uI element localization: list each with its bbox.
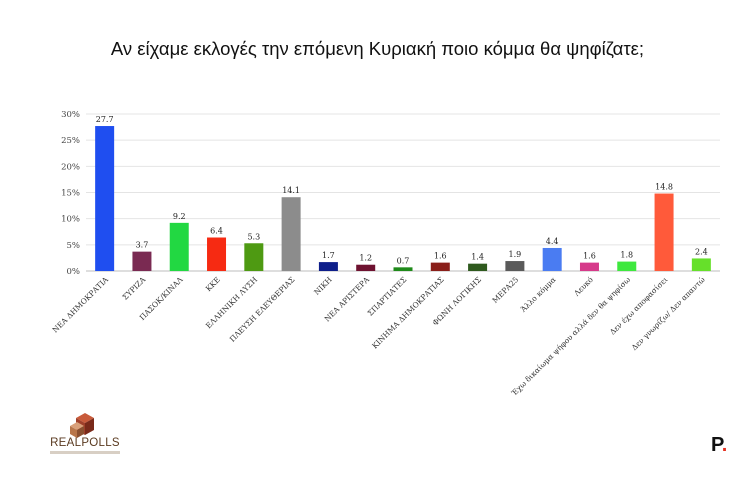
bar <box>542 247 562 271</box>
data-label: 14.8 <box>655 183 673 192</box>
realpolls-logo-icon <box>70 413 94 438</box>
y-tick-label: 25% <box>61 136 80 146</box>
data-label: 5.3 <box>247 232 260 241</box>
data-label: 4.4 <box>546 237 559 246</box>
data-label: 1.4 <box>471 253 484 262</box>
category-label: ΚΙΝΗΜΑ ΔΗΜΟΚΡΑΤΙΑΣ <box>370 275 445 350</box>
data-label: 9.2 <box>173 212 186 221</box>
category-label: ΠΛΕΥΣΗ ΕΛΕΥΘΕΡΙΑΣ <box>228 275 297 344</box>
bar <box>468 263 488 271</box>
bar <box>579 262 599 271</box>
bar <box>691 258 711 271</box>
chart-title: Αν είχαμε εκλογές την επόμενη Κυριακή πο… <box>110 38 645 59</box>
y-tick-label: 10% <box>61 215 80 225</box>
data-label: 1.6 <box>583 252 596 261</box>
bar <box>430 262 450 271</box>
data-label: 3.7 <box>136 241 149 250</box>
publisher-logo: P. <box>711 434 727 457</box>
bar <box>318 262 338 271</box>
publisher-logo-dot: . <box>721 434 728 456</box>
bar <box>393 267 413 271</box>
bar <box>356 264 376 271</box>
y-tick-label: 30% <box>61 110 80 120</box>
category-label: Λευκό <box>571 275 595 299</box>
category-label: ΚΚΕ <box>204 275 222 293</box>
data-label: 14.1 <box>282 186 300 195</box>
bar <box>169 222 189 271</box>
data-label: 1.9 <box>509 250 522 259</box>
data-label: 2.4 <box>695 247 708 256</box>
bar <box>244 243 264 271</box>
bar <box>617 261 637 271</box>
data-label: 27.7 <box>96 115 114 124</box>
bar <box>95 126 115 271</box>
category-label: ΜΕΡΑ25 <box>490 275 520 305</box>
category-label: ΝΕΑ ΔΗΜΟΚΡΑΤΙΑ <box>51 275 111 335</box>
bar <box>654 193 674 271</box>
category-label: Άλλο κόμμα <box>518 275 557 314</box>
data-label: 6.4 <box>210 227 223 236</box>
data-label: 1.7 <box>322 251 335 260</box>
publisher-logo-letter: P <box>711 434 722 456</box>
realpolls-logo-text: REALPOLLS <box>50 437 120 449</box>
bar <box>207 237 227 271</box>
category-label: Δεν γνωρίζω/ Δεν απαντώ <box>630 275 707 352</box>
y-tick-label: 15% <box>61 189 80 199</box>
y-tick-label: 5% <box>67 241 81 251</box>
category-label: ΣΥΡΙΖΑ <box>121 275 148 302</box>
realpolls-logo-underline <box>50 451 120 454</box>
data-label: 1.6 <box>434 252 447 261</box>
data-label: 1.2 <box>359 254 372 263</box>
y-tick-label: 20% <box>61 162 80 172</box>
category-label: ΝΙΚΗ <box>312 275 334 297</box>
bar <box>281 197 301 271</box>
data-label: 0.7 <box>397 256 410 265</box>
data-label: 1.8 <box>620 251 633 260</box>
y-tick-label: 0% <box>67 267 81 277</box>
bar <box>132 251 152 271</box>
bar <box>505 261 525 271</box>
